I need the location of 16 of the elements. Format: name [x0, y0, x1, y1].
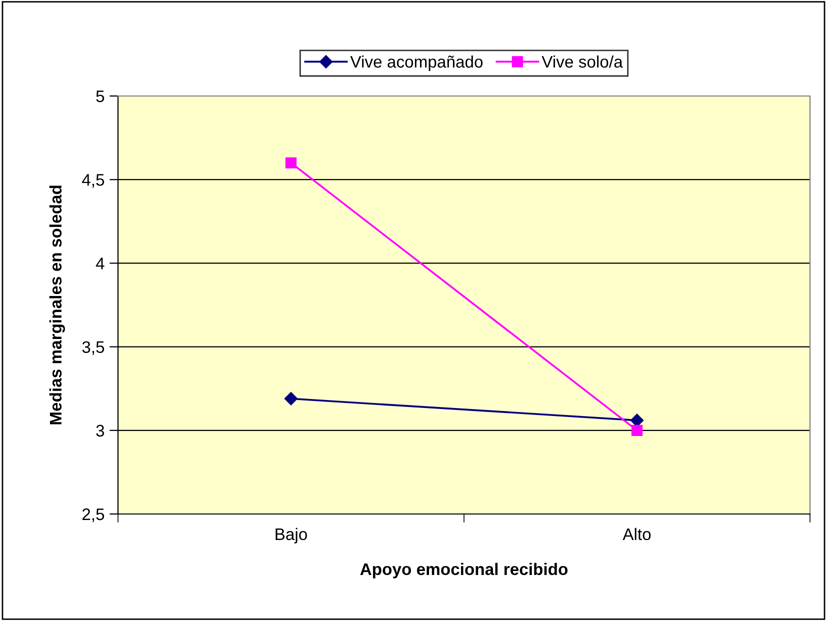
y-axis-title: Medias marginales en soledad	[49, 186, 65, 424]
point	[284, 392, 298, 406]
point	[630, 414, 644, 427]
legend-label: Vive acompañado	[350, 55, 483, 71]
x-tick-label: Alto	[622, 528, 651, 540]
y-tick-label: 4	[96, 258, 104, 270]
y-tick-label: 3	[96, 424, 104, 437]
point	[631, 424, 643, 436]
y-tick-label: 5	[96, 90, 104, 102]
legend-label: Vive solo/a	[542, 55, 623, 68]
y-tick-label: 2,5	[82, 508, 104, 522]
x-tick-label: Bajo	[276, 528, 307, 544]
point	[285, 157, 297, 168]
x-axis-title: Apoyo emocional recibido	[360, 562, 568, 578]
y-tick-label: 3,5	[82, 341, 104, 355]
y-tick-label: 4,5	[82, 174, 104, 188]
